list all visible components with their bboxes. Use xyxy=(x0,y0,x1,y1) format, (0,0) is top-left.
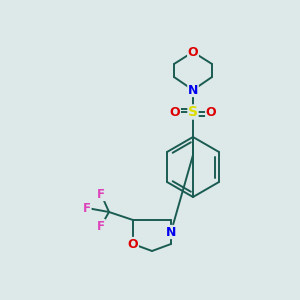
Text: S: S xyxy=(188,105,198,119)
Text: O: O xyxy=(188,46,198,59)
Text: O: O xyxy=(206,106,216,118)
Text: F: F xyxy=(97,188,105,200)
Text: N: N xyxy=(188,83,198,97)
Text: O: O xyxy=(128,238,138,250)
Text: F: F xyxy=(97,220,105,232)
Text: N: N xyxy=(166,226,176,238)
Text: O: O xyxy=(170,106,180,118)
Text: F: F xyxy=(83,202,91,214)
